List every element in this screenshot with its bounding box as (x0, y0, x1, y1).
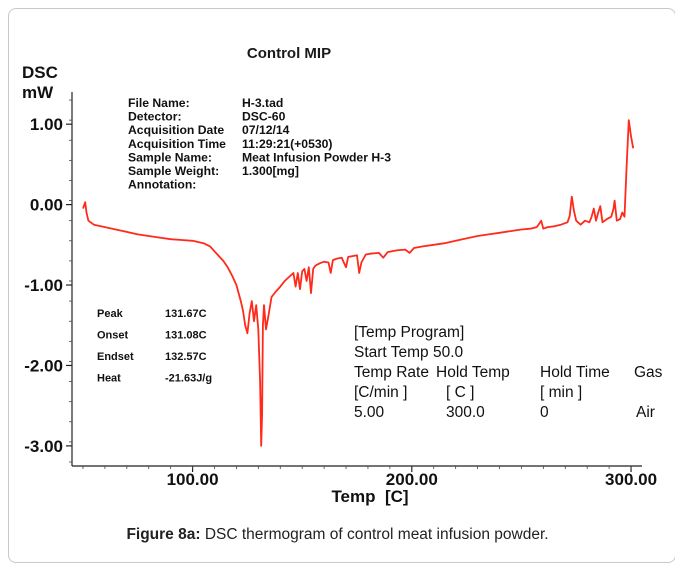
temp-program-header: Hold Temp (436, 364, 510, 381)
y-tick-label: -1.00 (24, 276, 63, 295)
temp-program-cell: 300.0 (446, 404, 485, 421)
caption-label: Figure 8a: (126, 526, 201, 543)
dsc-curve (82, 119, 635, 447)
y-tick-label: 0.00 (30, 196, 63, 215)
file-info-label: Detector: (128, 110, 182, 124)
x-tick-label: 100.00 (167, 470, 219, 489)
peak-info-label: Peak (97, 308, 124, 320)
chart-title: Control MIP (247, 45, 331, 62)
file-info-label: Sample Name: (128, 150, 212, 164)
file-info-value: Meat Infusion Powder H-3 (242, 150, 391, 164)
file-info-label: Acquisition Time (128, 137, 226, 151)
temp-program-header: Hold Time (540, 364, 610, 381)
y-tick-label: -3.00 (24, 437, 63, 456)
file-info-label: Sample Weight: (128, 164, 219, 178)
peak-info-value: 132.57C (165, 351, 207, 363)
temp-program-unit: [ min ] (540, 384, 582, 401)
x-axis-label: Temp [C] (331, 487, 408, 506)
temp-program-start: Start Temp 50.0 (354, 344, 464, 361)
peak-info-label: Endset (97, 351, 134, 363)
peak-info-label: Heat (97, 373, 121, 385)
y-ticks: 1.00 0.00 -1.00 -2.00 -3.00 (24, 99, 72, 463)
x-ticks: 100.00 200.00 300.00 (82, 466, 657, 489)
file-info-value: 07/12/14 (242, 123, 290, 137)
file-info-block: File Name: H-3.tad Detector: DSC-60 Acquisit… (128, 96, 391, 192)
y-tick-label: -2.00 (24, 356, 63, 375)
x-tick-label: 300.00 (605, 470, 657, 489)
temp-program-block: [Temp Program] Start Temp 50.0 Temp Rate Ho… (354, 324, 663, 421)
peak-info-label: Onset (97, 330, 129, 342)
temp-program-header: Temp Rate (354, 364, 429, 381)
temp-program-cell: Air (636, 404, 655, 421)
peak-info-value: -21.63J/g (165, 373, 212, 385)
peak-info-value: 131.67C (165, 308, 207, 320)
figure-frame (8, 8, 675, 563)
temp-program-unit: [ C ] (446, 384, 474, 401)
file-info-value: DSC-60 (242, 110, 286, 124)
file-info-value: H-3.tad (242, 96, 283, 110)
file-info-label: File Name: (128, 96, 190, 110)
y-tick-label: 1.00 (30, 115, 63, 134)
file-info-value: 1.300[mg] (242, 164, 299, 178)
temp-program-header: Gas (634, 364, 663, 381)
figure-caption: Figure 8a: DSC thermogram of control mea… (0, 526, 675, 544)
file-info-label: Annotation: (128, 178, 196, 192)
peak-info-value: 131.08C (165, 330, 207, 342)
temp-program-cell: 0 (540, 404, 549, 421)
file-info-value: 11:29:21(+0530) (242, 137, 332, 151)
peak-info-block: Peak 131.67C Onset 131.08C Endset 132.57C Heat… (97, 308, 212, 385)
y-axis-label-line1: DSC (22, 63, 58, 82)
temp-program-unit: [C/min ] (354, 384, 407, 401)
temp-program-cell: 5.00 (354, 404, 385, 421)
temp-program-title: [Temp Program] (354, 324, 464, 341)
x-tick-label: 200.00 (386, 470, 438, 489)
file-info-label: Acquisition Date (128, 123, 224, 137)
y-axis-label-line2: mW (22, 83, 54, 102)
caption-text: DSC thermogram of control meat infusion … (200, 526, 549, 543)
